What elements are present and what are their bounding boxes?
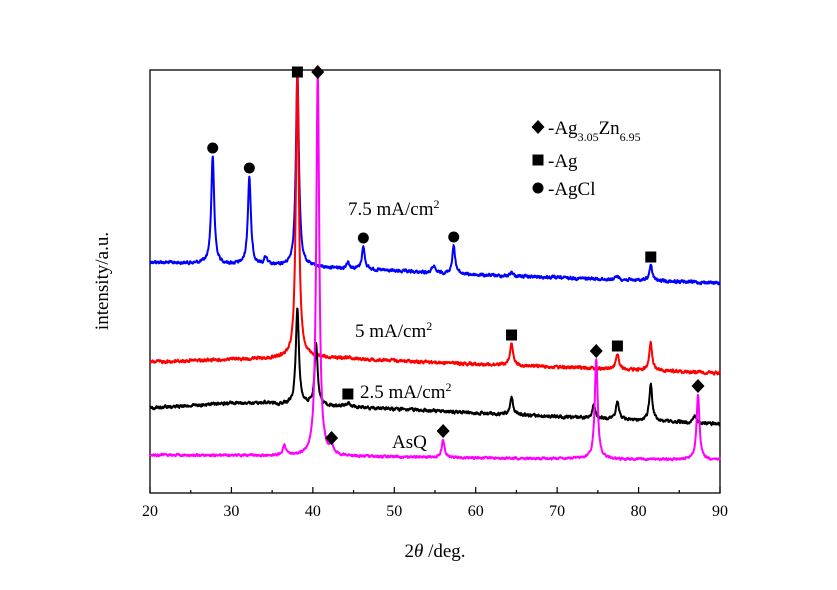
legend: -Ag3.05Zn6.95 -Ag -AgCl: [531, 118, 641, 200]
series-line: [149, 70, 721, 286]
series-label: 7.5 mA/cm2: [348, 197, 440, 220]
x-tick-label: 50: [386, 503, 402, 520]
x-tick-label: 60: [468, 503, 484, 520]
series-group: [149, 70, 721, 462]
ag-peak-marker: [611, 340, 623, 352]
agcl-peak-marker: [243, 162, 255, 174]
ag-zn-peak-marker: [691, 379, 705, 393]
legend-circle-icon: [532, 182, 544, 194]
ag-peak-marker: [342, 388, 354, 400]
ag-zn-peak-marker: [436, 424, 450, 438]
x-tick-label: 70: [549, 503, 565, 520]
series-label: 2.5 mA/cm2: [360, 380, 452, 403]
legend-square-icon: [532, 154, 544, 166]
x-axis-ticks: 20 30 40 50 60 70 80 90: [142, 487, 728, 520]
ag-peak-marker: [645, 251, 657, 263]
x-tick-label: 20: [142, 503, 158, 520]
x-tick-label: 30: [223, 503, 239, 520]
ag-zn-peak-marker: [589, 344, 603, 358]
ag-peak-marker: [291, 66, 303, 78]
x-tick-label: 90: [712, 503, 728, 520]
x-tick-label: 40: [305, 503, 321, 520]
legend-label: -Ag3.05Zn6.95: [548, 118, 641, 144]
x-axis-label: 2θ /deg.: [404, 541, 465, 562]
series-line: [149, 307, 721, 427]
ag-zn-peak-marker: [311, 65, 325, 79]
peak-markers: [207, 65, 705, 445]
x-tick-label: 80: [631, 503, 647, 520]
agcl-peak-marker: [207, 142, 219, 154]
agcl-peak-marker: [448, 231, 460, 243]
series-label: AsQ: [392, 432, 427, 453]
legend-label: -AgCl: [548, 179, 596, 200]
series-line: [149, 71, 721, 462]
legend-diamond-icon: [531, 120, 545, 134]
ag-peak-marker: [506, 329, 518, 341]
series-line: [149, 73, 721, 376]
y-axis-label: intensity/a.u.: [92, 232, 113, 330]
ag-zn-peak-marker: [325, 431, 339, 445]
legend-label: -Ag: [548, 151, 578, 172]
agcl-peak-marker: [357, 232, 369, 244]
series-label: 5 mA/cm2: [355, 319, 432, 342]
series-labels: 7.5 mA/cm2 5 mA/cm2 2.5 mA/cm2 AsQ: [348, 197, 452, 453]
